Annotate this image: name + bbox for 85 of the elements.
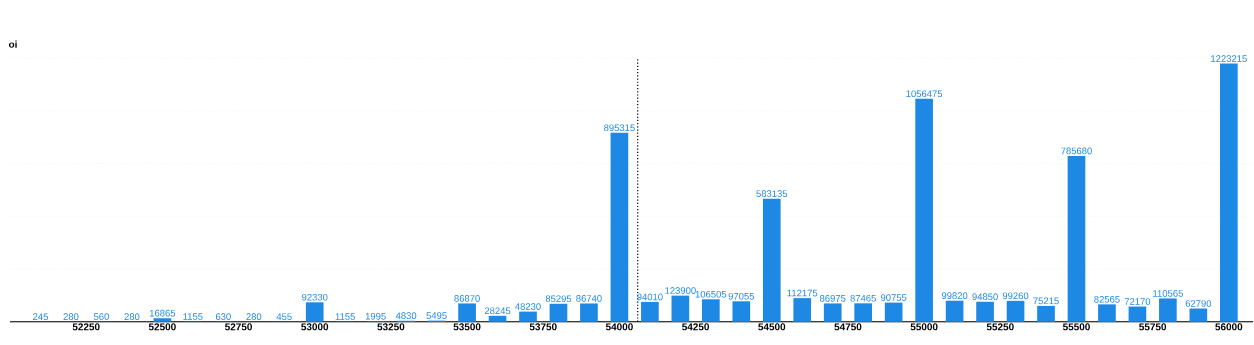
- bar: [549, 303, 568, 322]
- data-label: 94850: [972, 293, 998, 301]
- x-tick-label: 54500: [758, 323, 786, 331]
- bar: [945, 300, 964, 322]
- bar: [1006, 300, 1025, 322]
- data-label: 99260: [1002, 292, 1029, 300]
- x-tick-label: 53750: [529, 323, 557, 331]
- data-label: 4830: [395, 312, 417, 320]
- data-label: 97055: [728, 293, 755, 300]
- bar: [519, 311, 537, 322]
- data-label: 99820: [941, 292, 968, 300]
- bar: [701, 299, 720, 322]
- x-tick-label: 52750: [225, 323, 252, 331]
- data-label: 1995: [365, 313, 386, 320]
- x-tick-label: 53500: [453, 323, 481, 331]
- x-tick-label: 54000: [605, 323, 633, 331]
- data-label: 280: [124, 313, 140, 321]
- data-label: 62790: [1185, 300, 1212, 307]
- x-tick-label: 54250: [682, 323, 710, 331]
- x-tick-label: 55250: [986, 323, 1014, 331]
- data-label: 86870: [454, 295, 480, 302]
- x-tick-label: 55500: [1062, 323, 1090, 331]
- bar: [793, 298, 812, 322]
- bar: [488, 315, 507, 322]
- data-label: 16865: [149, 309, 176, 317]
- data-label: 1223215: [1211, 55, 1247, 63]
- bar: [1219, 63, 1238, 322]
- data-label: 560: [93, 313, 109, 321]
- data-label: 245: [33, 313, 48, 321]
- bar: [1189, 308, 1208, 322]
- data-label: 110565: [1153, 290, 1183, 297]
- bar: [732, 301, 751, 322]
- bar: [458, 303, 476, 322]
- bar: [580, 303, 598, 322]
- bar: [976, 301, 994, 322]
- data-label: 123900: [665, 287, 696, 295]
- data-label: 92330: [302, 294, 328, 301]
- x-tick-label: 53250: [377, 323, 405, 331]
- bar: [1128, 306, 1147, 322]
- bar: [671, 295, 690, 322]
- data-label: 87465: [850, 295, 876, 302]
- x-tick-label: 56000: [1215, 323, 1243, 331]
- bar: [610, 132, 629, 322]
- bar: [1067, 156, 1086, 322]
- x-tick-label: 55750: [1139, 323, 1167, 331]
- x-tick-label: 52250: [72, 323, 100, 331]
- data-label: 1056475: [906, 90, 943, 98]
- data-label: 86975: [819, 295, 846, 302]
- data-label: 75215: [1033, 297, 1059, 305]
- data-label: 82565: [1094, 296, 1120, 303]
- x-tick-label: 54750: [834, 323, 862, 331]
- data-label: 106505: [695, 291, 727, 298]
- data-label: 280: [246, 313, 262, 321]
- data-label: 112175: [787, 289, 818, 297]
- bar: [884, 302, 903, 322]
- bar: [305, 302, 324, 322]
- bar: [823, 303, 842, 322]
- bar: [1037, 306, 1055, 322]
- data-label: 5495: [426, 312, 447, 320]
- x-tick-label: 52500: [148, 323, 176, 331]
- data-label: 1155: [335, 313, 355, 320]
- bar: [153, 318, 172, 322]
- data-label: 1155: [183, 313, 203, 320]
- bar: [641, 302, 659, 322]
- bar: [1159, 298, 1177, 322]
- data-label: 72170: [1124, 298, 1151, 305]
- data-label: 630: [215, 313, 231, 321]
- bar: [854, 303, 873, 322]
- data-label: 455: [276, 313, 292, 321]
- data-label: 48230: [515, 303, 541, 311]
- data-label: 583135: [756, 190, 788, 198]
- data-label: 280: [63, 313, 79, 321]
- data-label: 86740: [576, 295, 602, 302]
- data-label: 28245: [484, 307, 511, 315]
- bar: [915, 98, 933, 322]
- data-label: 90755: [880, 294, 907, 302]
- data-label: 785680: [1061, 147, 1092, 155]
- x-tick-label: 53000: [301, 323, 329, 331]
- y-axis-title: oi: [8, 40, 17, 48]
- data-label: 85295: [545, 295, 572, 303]
- bar: [1098, 304, 1116, 322]
- bar: [762, 198, 781, 322]
- data-label: 94010: [637, 293, 663, 301]
- x-tick-label: 55000: [910, 323, 938, 331]
- data-label: 895315: [604, 124, 635, 132]
